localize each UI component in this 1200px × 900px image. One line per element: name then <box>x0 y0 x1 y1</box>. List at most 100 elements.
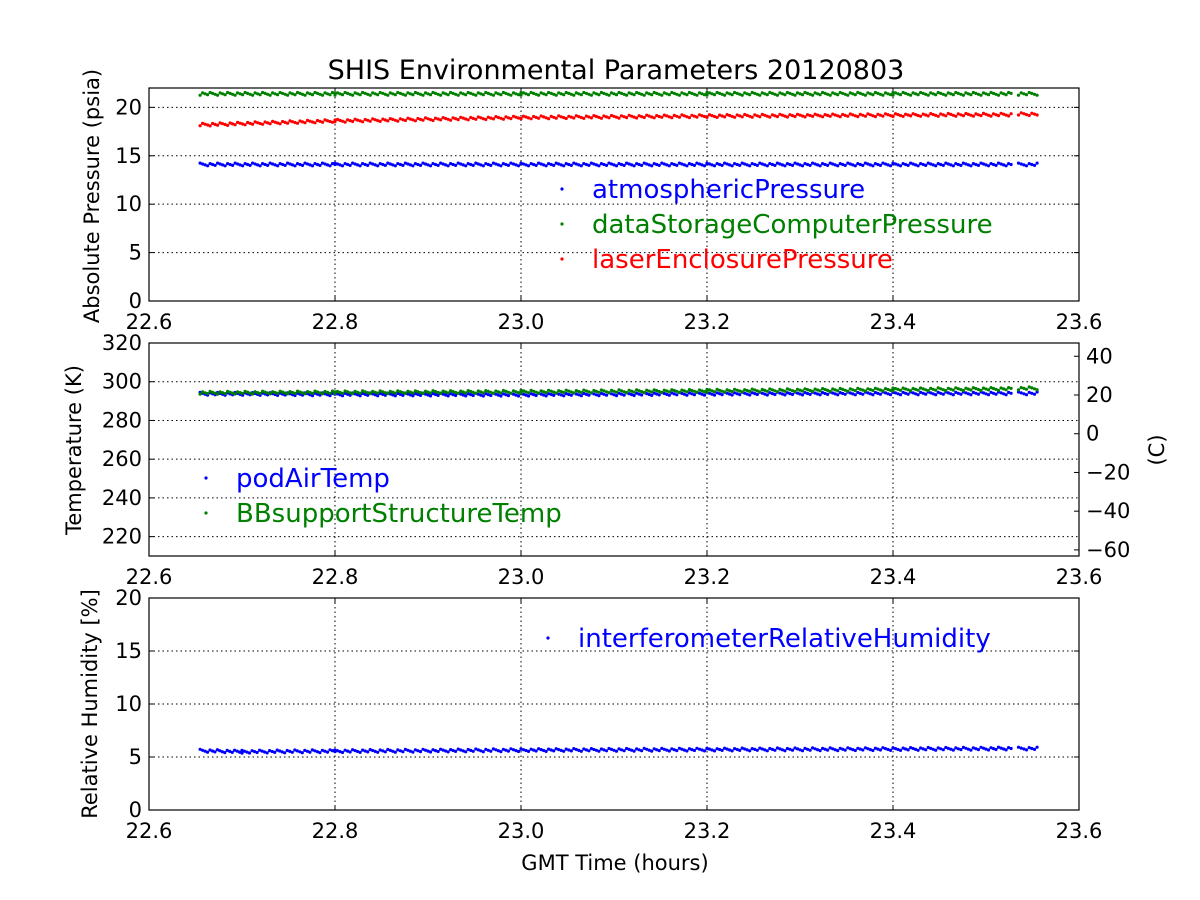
legend-label-laser-enclosure-pressure: laserEnclosurePressure <box>592 245 893 275</box>
series-atmospheric-pressure <box>198 161 1039 168</box>
x-tick-label: 22.6 <box>126 819 173 843</box>
temperature-panel: Temperature (K) (C) 22.6 22.8 23.0 23.2 23.4… <box>62 331 1169 589</box>
plot-frame <box>148 342 1080 557</box>
data-point-trace <box>198 118 337 128</box>
x-tick-label: 22.6 <box>126 310 173 334</box>
y2-tick-label: 20 <box>1086 383 1113 407</box>
legend-label-atmospheric-pressure: atmosphericPressure <box>592 175 865 205</box>
data-point-trace <box>1016 161 1039 168</box>
legend-marker <box>560 187 564 191</box>
data-point-trace <box>1016 745 1039 752</box>
legend-label-interferometer-relative-humidity: interferometerRelativeHumidity <box>578 624 991 654</box>
data-point-trace <box>1016 90 1039 97</box>
y-tick-label: 20 <box>115 586 142 610</box>
x-tick-label: 23.6 <box>1056 565 1103 589</box>
x-tick-label: 23.0 <box>498 310 545 334</box>
data-point-trace <box>198 389 337 396</box>
y-tick-label: 320 <box>102 331 142 355</box>
data-point-trace <box>891 390 1013 397</box>
data-point-trace <box>705 161 895 168</box>
data-point-trace <box>333 161 523 168</box>
y-tick-label: 220 <box>102 525 142 549</box>
y-tick-label: 280 <box>102 408 142 432</box>
y-tick-label: 5 <box>129 241 142 265</box>
data-point-trace <box>705 746 895 753</box>
x-tick-label: 23.6 <box>1056 310 1103 334</box>
legend-marker <box>560 222 564 226</box>
x-tick-label: 22.8 <box>312 565 359 589</box>
x-tick-label: 23.0 <box>498 819 545 843</box>
y-tick-label: 15 <box>115 144 142 168</box>
y2-tick-label: −60 <box>1086 538 1130 562</box>
x-tick-label: 23.2 <box>684 819 731 843</box>
plot-frame <box>148 597 1080 811</box>
x-tick-label: 22.8 <box>312 819 359 843</box>
data-point-trace <box>1016 390 1039 397</box>
y2-tick-label: −40 <box>1086 499 1130 523</box>
y-tick-label: 15 <box>115 639 142 663</box>
temperature-y2-axis-label: (C) <box>1145 434 1169 465</box>
y2-tick-label: −20 <box>1086 460 1130 484</box>
x-tick-label: 23.6 <box>1056 819 1103 843</box>
legend-marker <box>560 257 564 261</box>
data-point-trace <box>705 386 895 394</box>
data-point-trace <box>891 161 1013 168</box>
series-pod-air-temp <box>198 390 1039 398</box>
data-point-trace <box>333 747 523 755</box>
legend: podAirTemp BBsupportStructureTemp <box>204 464 562 529</box>
y-tick-label: 0 <box>129 289 142 313</box>
temperature-y-axis-label: Temperature (K) <box>62 365 86 536</box>
data-point-trace <box>198 90 337 97</box>
x-tick-label: 22.6 <box>126 565 173 589</box>
x-tick-label: 23.2 <box>684 565 731 589</box>
data-point-trace <box>519 90 709 97</box>
x-tick-label: 23.4 <box>870 310 917 334</box>
x-tick-label: 23.4 <box>870 819 917 843</box>
data-point-trace <box>705 112 895 119</box>
legend: atmosphericPressure dataStorageComputerPr… <box>560 175 993 275</box>
legend-marker <box>546 636 550 640</box>
plot-frame <box>148 87 1080 302</box>
series-data-storage-computer-pressure <box>198 90 1039 97</box>
y-tick-label: 10 <box>115 692 142 716</box>
pressure-panel: Absolute Pressure (psia) 22.6 22.8 23.0 23.… <box>80 69 1102 334</box>
data-point-trace <box>519 387 709 395</box>
data-point-trace <box>519 746 709 753</box>
pressure-y-axis-label: Absolute Pressure (psia) <box>80 69 104 323</box>
data-point-trace <box>705 90 895 97</box>
legend-marker <box>204 511 208 515</box>
series-bbsupport-structure-temp <box>198 385 1039 396</box>
y-tick-label: 0 <box>129 798 142 822</box>
y-tick-label: 10 <box>115 192 142 216</box>
data-point-trace <box>519 161 709 168</box>
y-tick-label: 260 <box>102 447 142 471</box>
data-point-trace <box>198 161 337 168</box>
humidity-panel: Relative Humidity [%] GMT Time (hours) 2… <box>78 586 1102 875</box>
legend-label-bbsupport-structure-temp: BBsupportStructureTemp <box>236 499 562 529</box>
legend-label-pod-air-temp: podAirTemp <box>236 464 390 494</box>
y2-tick-label: 40 <box>1086 344 1113 368</box>
series-interferometer-relative-humidity <box>198 745 1039 755</box>
y-tick-label: 5 <box>129 745 142 769</box>
data-point-trace <box>891 745 1013 752</box>
y-tick-label: 300 <box>102 370 142 394</box>
data-point-trace <box>333 114 523 124</box>
x-tick-label: 22.8 <box>312 310 359 334</box>
y-tick-label: 20 <box>115 95 142 119</box>
x-tick-label: 23.4 <box>870 565 917 589</box>
y-tick-label: 240 <box>102 486 142 510</box>
data-point-trace <box>891 90 1013 97</box>
x-tick-label: 23.0 <box>498 565 545 589</box>
data-point-trace <box>1016 385 1039 392</box>
legend: interferometerRelativeHumidity <box>546 624 991 654</box>
data-point-trace <box>519 113 709 121</box>
y2-tick-label: 0 <box>1086 422 1099 446</box>
legend-label-data-storage-computer-pressure: dataStorageComputerPressure <box>592 210 993 240</box>
legend-marker <box>204 476 208 480</box>
data-point-trace <box>240 748 337 755</box>
humidity-x-axis-label: GMT Time (hours) <box>521 851 708 875</box>
x-tick-label: 23.2 <box>684 310 731 334</box>
data-point-trace <box>198 747 244 755</box>
data-point-trace <box>1016 111 1039 118</box>
